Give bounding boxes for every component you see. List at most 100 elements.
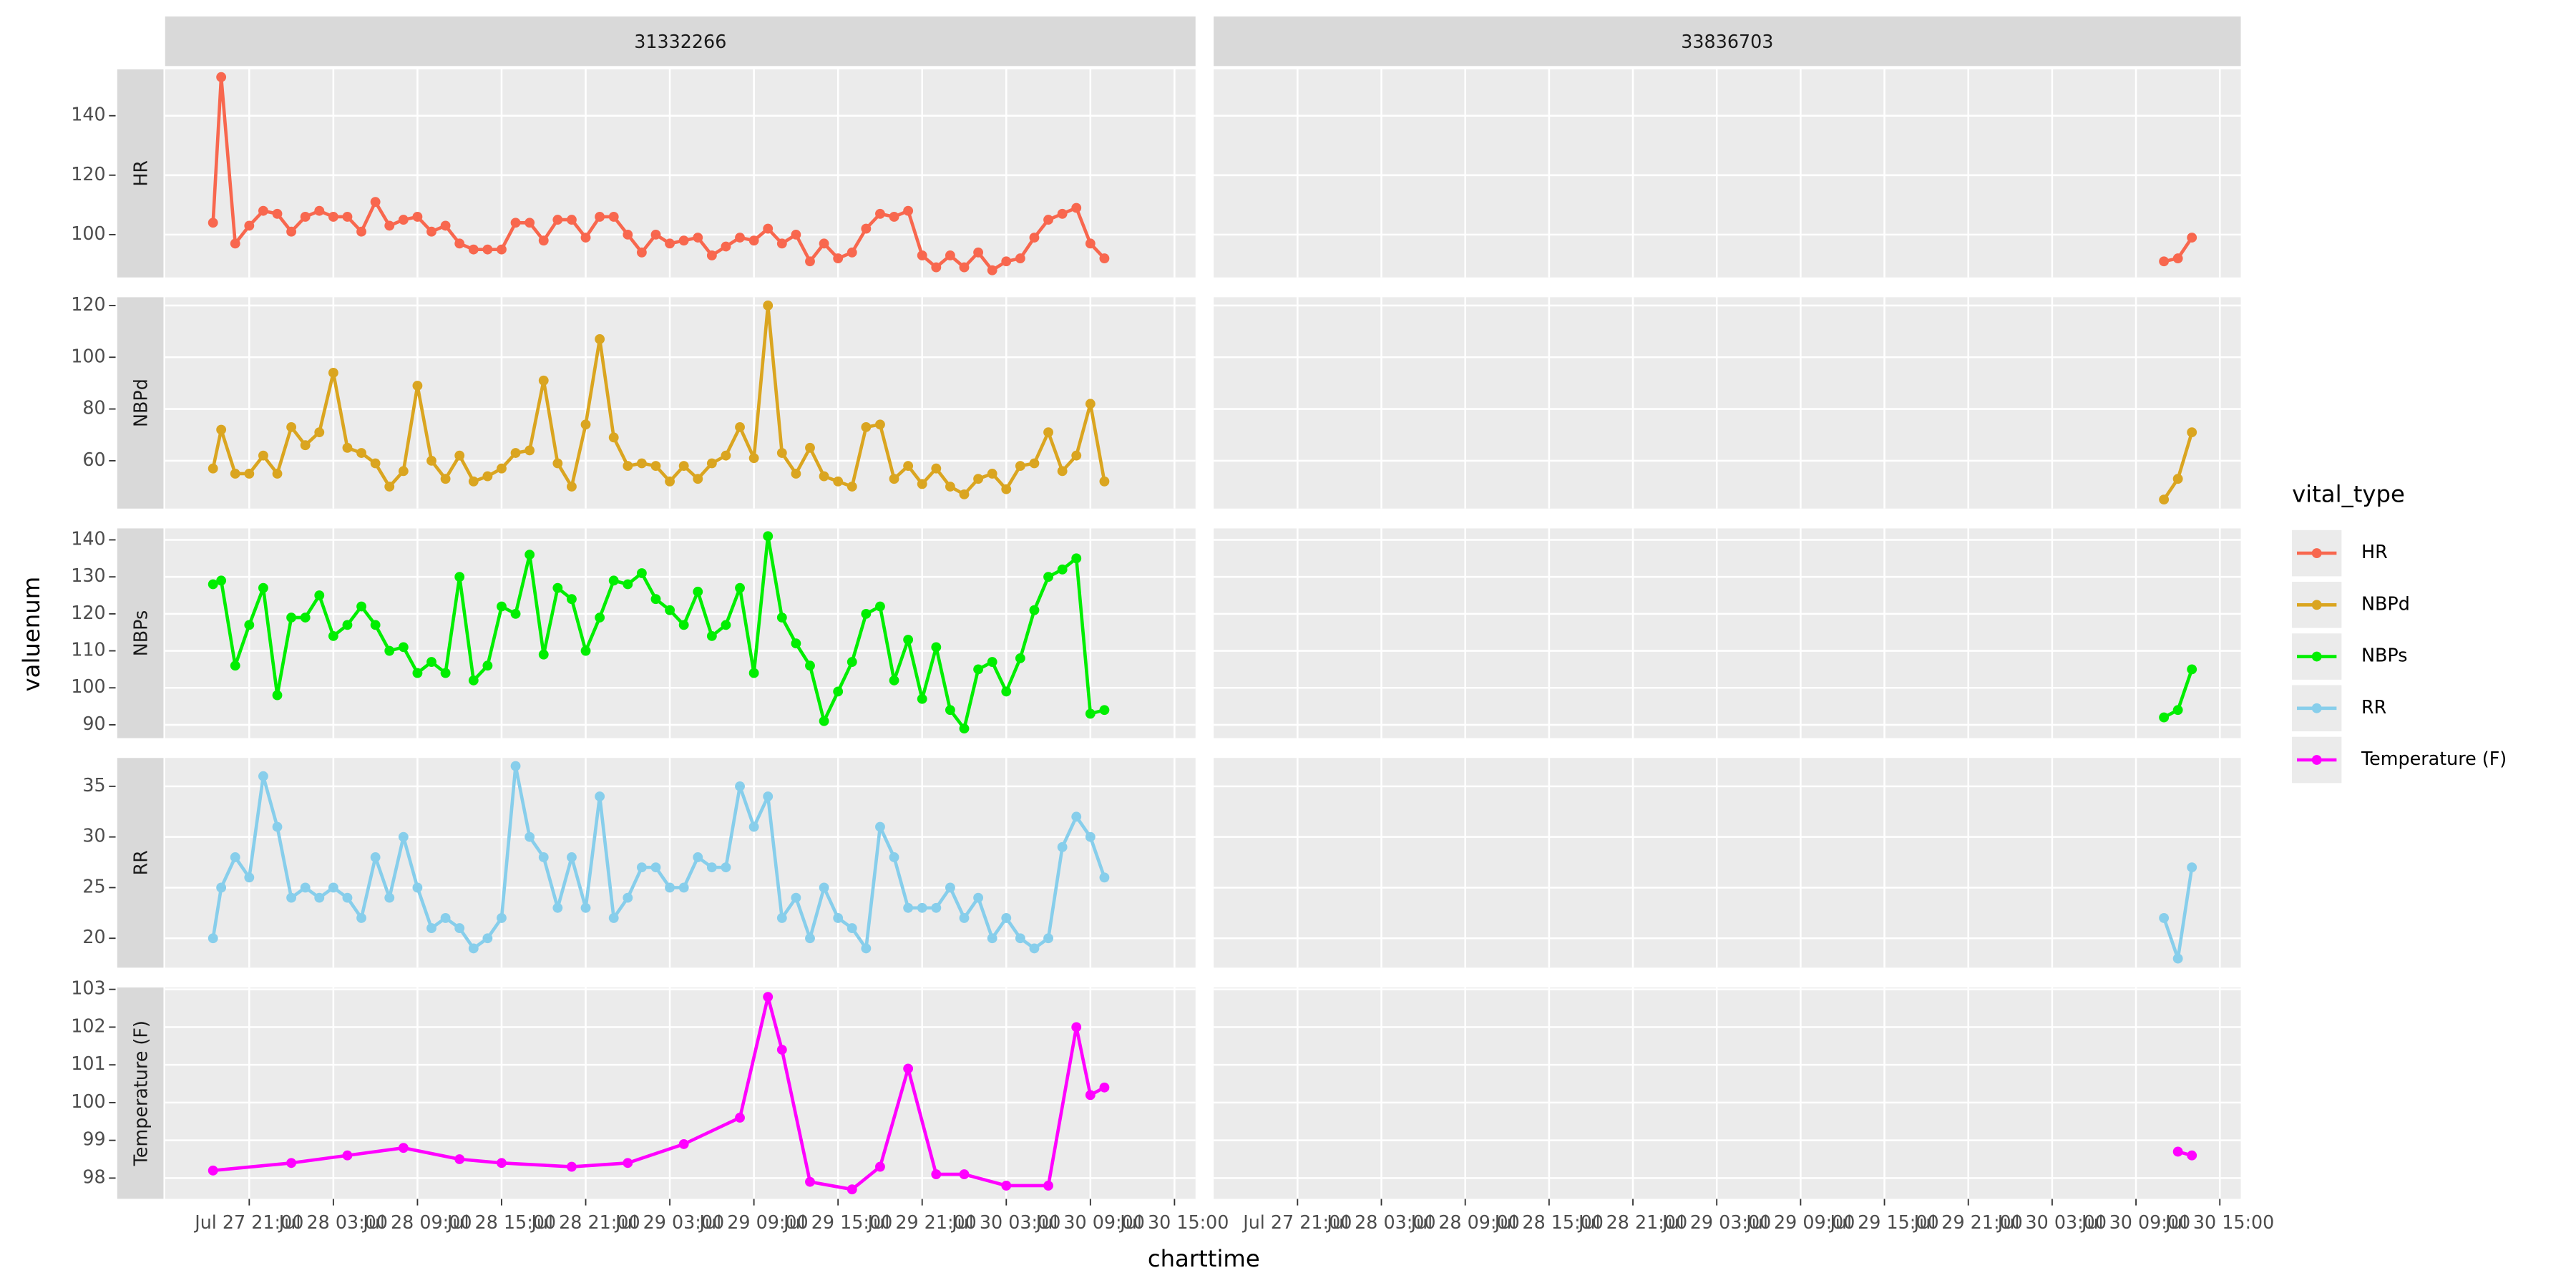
- data-point: [917, 250, 927, 260]
- data-point: [370, 852, 381, 862]
- data-point: [1085, 238, 1096, 249]
- y-tick-label: 99: [82, 1128, 105, 1150]
- data-point: [1015, 653, 1025, 663]
- data-point: [244, 872, 255, 883]
- data-point: [370, 620, 381, 630]
- data-point: [987, 469, 997, 479]
- data-point: [2172, 953, 2183, 964]
- data-point: [398, 831, 409, 842]
- data-point: [497, 463, 507, 474]
- data-point: [1043, 427, 1053, 438]
- data-point: [1043, 1181, 1053, 1191]
- data-point: [721, 450, 731, 461]
- data-point: [678, 461, 689, 472]
- y-tick-label: 120: [71, 293, 105, 315]
- data-point: [482, 244, 493, 255]
- y-tick-label: 30: [82, 825, 105, 847]
- y-tick-label: 120: [71, 602, 105, 623]
- data-point: [763, 992, 774, 1002]
- column-strip-label: 33836703: [1681, 31, 1773, 52]
- data-point: [510, 448, 521, 458]
- data-point: [735, 421, 745, 432]
- data-point: [356, 913, 366, 923]
- data-point: [2172, 253, 2183, 264]
- data-point: [833, 476, 844, 487]
- data-point: [567, 594, 577, 605]
- data-point: [959, 1169, 970, 1180]
- data-point: [1043, 572, 1053, 582]
- data-point: [1001, 484, 1012, 494]
- legend-label: NBPs: [2361, 645, 2407, 666]
- data-point: [398, 466, 409, 477]
- data-point: [735, 1113, 745, 1123]
- row-strip-label: HR: [130, 160, 151, 187]
- data-point: [636, 458, 647, 469]
- data-point: [623, 461, 633, 472]
- data-point: [945, 250, 955, 260]
- data-point: [272, 690, 283, 701]
- data-point: [903, 635, 914, 645]
- x-tick-label: Jul 30 03:00: [950, 1211, 1060, 1233]
- data-point: [1015, 933, 1025, 944]
- data-point: [889, 852, 899, 862]
- panel-background: [165, 987, 1196, 1199]
- data-point: [608, 913, 619, 923]
- data-point: [230, 660, 240, 671]
- strip-background: [1214, 16, 2241, 67]
- data-point: [1071, 811, 1082, 822]
- data-point: [959, 723, 970, 734]
- data-point: [2159, 256, 2170, 267]
- data-point: [272, 208, 283, 219]
- data-point: [1085, 831, 1096, 842]
- data-point: [903, 902, 914, 913]
- legend-point: [2311, 600, 2322, 610]
- data-point: [931, 642, 942, 653]
- data-point: [776, 448, 787, 458]
- data-point: [945, 882, 955, 893]
- legend-point: [2311, 548, 2322, 558]
- data-point: [384, 220, 395, 231]
- legend-point: [2311, 755, 2322, 765]
- x-tick-label: Jul 30 09:00: [1035, 1211, 1145, 1233]
- data-point: [412, 882, 423, 893]
- data-point: [525, 218, 535, 228]
- strip-background: [117, 297, 164, 509]
- data-point: [650, 594, 661, 605]
- strip-background: [117, 987, 164, 1199]
- data-point: [412, 212, 423, 222]
- data-point: [776, 238, 787, 249]
- data-point: [580, 233, 591, 243]
- data-point: [1099, 476, 1110, 487]
- strip-background: [117, 528, 164, 738]
- data-point: [1029, 458, 1040, 469]
- y-tick-label: 90: [82, 713, 105, 734]
- data-point: [216, 882, 227, 893]
- data-point: [384, 482, 395, 492]
- column-strip-label: 31332266: [634, 31, 726, 52]
- data-point: [678, 1138, 689, 1149]
- data-point: [328, 630, 338, 641]
- y-axis-title: valuenum: [18, 577, 45, 692]
- data-point: [497, 601, 507, 612]
- data-point: [973, 474, 984, 484]
- data-point: [917, 902, 927, 913]
- data-point: [2172, 474, 2183, 484]
- panel-background: [1214, 297, 2241, 509]
- data-point: [328, 368, 338, 378]
- data-point: [608, 575, 619, 586]
- data-point: [973, 664, 984, 675]
- data-point: [314, 590, 325, 600]
- y-tick-label: 101: [71, 1053, 105, 1074]
- data-point: [208, 933, 218, 944]
- data-point: [328, 212, 338, 222]
- data-point: [847, 923, 857, 934]
- data-point: [258, 771, 268, 781]
- data-point: [650, 461, 661, 472]
- data-point: [580, 419, 591, 430]
- row-strip-label: NBPs: [130, 610, 151, 656]
- data-point: [959, 489, 970, 499]
- row-strip-label: NBPd: [130, 379, 151, 427]
- strip-background: [117, 758, 164, 968]
- data-point: [468, 476, 479, 487]
- data-point: [412, 668, 423, 678]
